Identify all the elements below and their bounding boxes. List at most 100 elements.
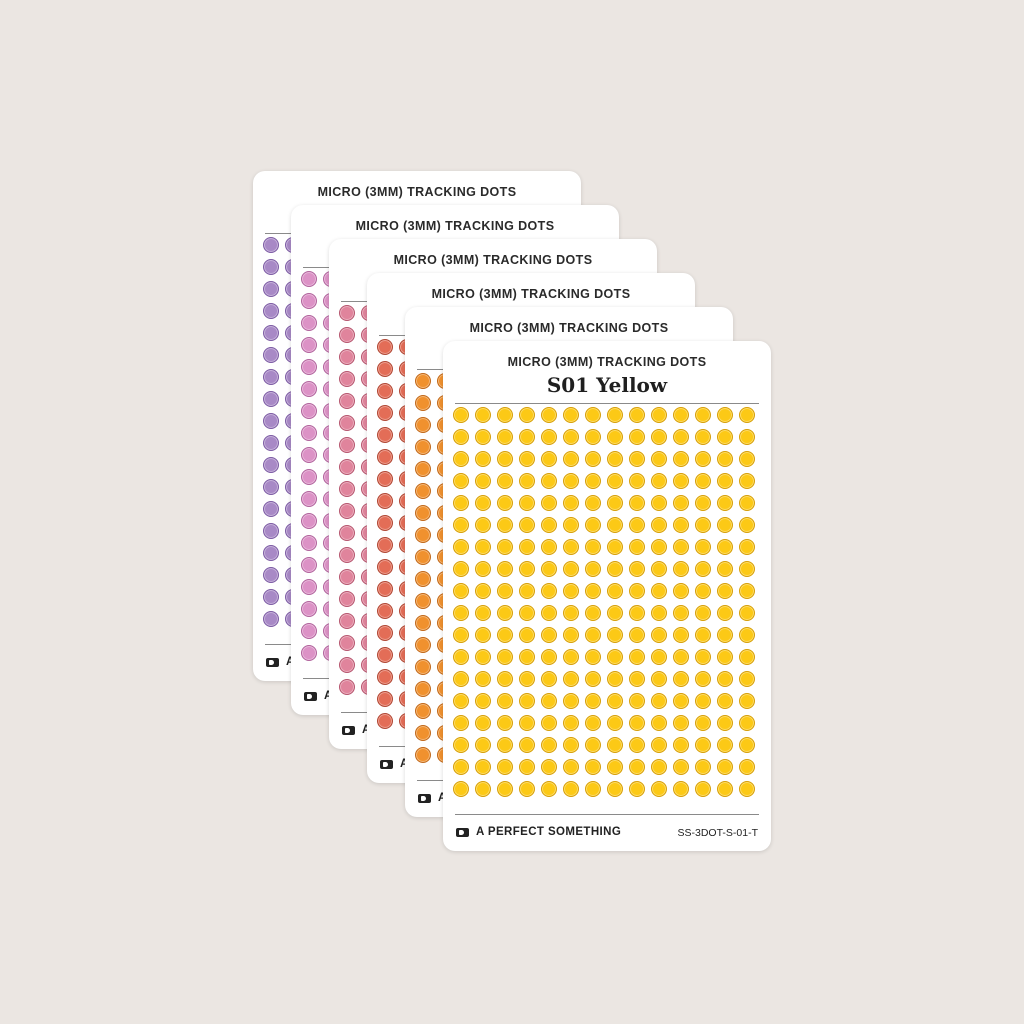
tracking-dot xyxy=(739,561,755,577)
tracking-dot xyxy=(263,457,279,473)
tracking-dot xyxy=(339,679,355,695)
tracking-dot xyxy=(673,429,689,445)
tracking-dot xyxy=(263,259,279,275)
tracking-dot xyxy=(377,559,393,575)
tracking-dot xyxy=(673,495,689,511)
tracking-dot xyxy=(415,395,431,411)
tracking-dot xyxy=(585,715,601,731)
tracking-dot xyxy=(339,613,355,629)
tracking-dot xyxy=(739,539,755,555)
tracking-dot xyxy=(695,693,711,709)
tracking-dot xyxy=(673,627,689,643)
tracking-dot xyxy=(629,715,645,731)
tracking-dot xyxy=(629,627,645,643)
tracking-dot xyxy=(453,429,469,445)
tracking-dot xyxy=(673,737,689,753)
tracking-dot xyxy=(415,417,431,433)
tracking-dot xyxy=(651,715,667,731)
tracking-dot xyxy=(377,493,393,509)
tracking-dot xyxy=(415,571,431,587)
tracking-dot xyxy=(629,759,645,775)
tracking-dot xyxy=(263,413,279,429)
tracking-dot xyxy=(673,649,689,665)
tracking-dot xyxy=(263,611,279,627)
brand-logo-icon xyxy=(342,726,355,735)
tracking-dot xyxy=(695,781,711,797)
tracking-dot xyxy=(475,715,491,731)
tracking-dot xyxy=(651,759,667,775)
tracking-dot xyxy=(475,539,491,555)
tracking-dot xyxy=(563,759,579,775)
sticker-sheet: MICRO (3MM) TRACKING DOTS S01 Yellow A PER… xyxy=(443,341,771,851)
tracking-dot xyxy=(585,759,601,775)
tracking-dot xyxy=(263,501,279,517)
tracking-dot xyxy=(739,517,755,533)
tracking-dot xyxy=(263,479,279,495)
tracking-dot xyxy=(629,649,645,665)
tracking-dot xyxy=(475,605,491,621)
tracking-dot xyxy=(607,759,623,775)
tracking-dot xyxy=(629,693,645,709)
tracking-dot xyxy=(585,781,601,797)
tracking-dot xyxy=(497,693,513,709)
tracking-dot xyxy=(415,461,431,477)
tracking-dot xyxy=(339,569,355,585)
tracking-dot xyxy=(453,517,469,533)
tracking-dot xyxy=(263,347,279,363)
tracking-dot xyxy=(453,627,469,643)
tracking-dot xyxy=(301,315,317,331)
tracking-dot xyxy=(673,759,689,775)
tracking-dot xyxy=(475,473,491,489)
tracking-dot xyxy=(519,539,535,555)
tracking-dot xyxy=(377,691,393,707)
tracking-dot xyxy=(673,451,689,467)
tracking-dot xyxy=(415,681,431,697)
tracking-dot xyxy=(415,439,431,455)
tracking-dot xyxy=(339,393,355,409)
tracking-dot xyxy=(629,407,645,423)
tracking-dot xyxy=(377,603,393,619)
tracking-dot xyxy=(607,517,623,533)
tracking-dot xyxy=(695,561,711,577)
tracking-dot xyxy=(717,495,733,511)
tracking-dot xyxy=(339,459,355,475)
tracking-dot xyxy=(453,737,469,753)
tracking-dot xyxy=(339,657,355,673)
tracking-dot xyxy=(717,649,733,665)
tracking-dot xyxy=(301,645,317,661)
tracking-dot xyxy=(453,451,469,467)
tracking-dot xyxy=(415,637,431,653)
tracking-dot xyxy=(497,759,513,775)
tracking-dot xyxy=(519,649,535,665)
tracking-dot xyxy=(339,525,355,541)
tracking-dot xyxy=(377,361,393,377)
tracking-dot xyxy=(717,737,733,753)
tracking-dot xyxy=(541,539,557,555)
tracking-dot xyxy=(519,429,535,445)
sheet-title: MICRO (3MM) TRACKING DOTS xyxy=(317,185,517,199)
tracking-dot xyxy=(717,693,733,709)
tracking-dot xyxy=(541,737,557,753)
tracking-dot xyxy=(263,391,279,407)
tracking-dot xyxy=(695,451,711,467)
tracking-dot xyxy=(415,549,431,565)
tracking-dot xyxy=(607,605,623,621)
tracking-dot xyxy=(629,583,645,599)
tracking-dot xyxy=(673,561,689,577)
tracking-dot xyxy=(475,781,491,797)
tracking-dot xyxy=(301,425,317,441)
tracking-dot xyxy=(453,495,469,511)
tracking-dot xyxy=(607,649,623,665)
tracking-dot xyxy=(519,671,535,687)
tracking-dot xyxy=(585,605,601,621)
tracking-dot xyxy=(651,539,667,555)
tracking-dot xyxy=(377,515,393,531)
tracking-dot xyxy=(673,473,689,489)
tracking-dot xyxy=(695,429,711,445)
tracking-dot xyxy=(475,737,491,753)
tracking-dot xyxy=(651,451,667,467)
tracking-dot xyxy=(541,495,557,511)
sheet-title: MICRO (3MM) TRACKING DOTS xyxy=(355,219,555,233)
tracking-dot xyxy=(739,671,755,687)
tracking-dot xyxy=(717,671,733,687)
